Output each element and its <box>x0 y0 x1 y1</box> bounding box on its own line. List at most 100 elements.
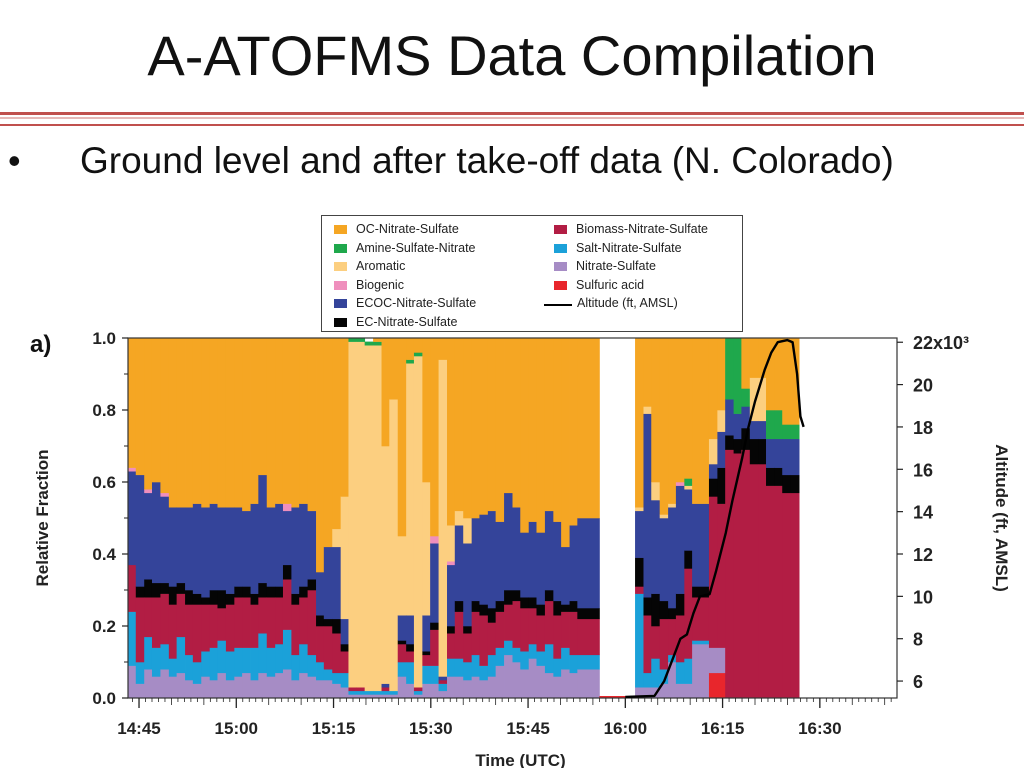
bar-segment-nitrate-sulfate <box>692 644 710 699</box>
bar-segment-oc-nitrate-sulfate <box>487 338 497 512</box>
y2-tick-label: 6 <box>913 672 923 692</box>
bar-segment-ecoc-nitrate-sulfate <box>471 518 480 602</box>
bar-segment-biomass-nitrate-sulfate <box>725 449 734 699</box>
bar-segment-oc-nitrate-sulfate <box>192 338 202 504</box>
bar-segment-ec-nitrate-sulfate <box>766 467 775 486</box>
bar-segment-biomass-nitrate-sulfate <box>495 611 505 648</box>
bar-segment-biomass-nitrate-sulfate <box>299 597 309 645</box>
bar-segment-aromatic <box>635 507 644 512</box>
bar-segment-salt-nitrate-sulfate <box>438 683 448 692</box>
y-tick-label: 0.2 <box>92 617 116 636</box>
y2-axis-label: Altitude (ft, AMSL) <box>992 444 1011 592</box>
bar-segment-ecoc-nitrate-sulfate <box>316 572 325 616</box>
bar-segment-nitrate-sulfate <box>168 676 178 699</box>
bar-segment-biomass-nitrate-sulfate <box>635 586 644 594</box>
bar-segment-oc-nitrate-sulfate <box>185 338 194 508</box>
bar-segment-nitrate-sulfate <box>348 694 358 699</box>
bar-segment-amine-sulfate-nitrate <box>373 341 382 346</box>
bar-segment-ecoc-nitrate-sulfate <box>151 482 161 584</box>
bar-segment-biomass-nitrate-sulfate <box>209 604 218 648</box>
bar-segment-biomass-nitrate-sulfate <box>569 611 578 656</box>
bar-segment-salt-nitrate-sulfate <box>356 690 366 695</box>
bar-segment-nitrate-sulfate <box>364 694 374 699</box>
bar-segment-nitrate-sulfate <box>463 680 473 699</box>
bar-segment-oc-nitrate-sulfate <box>447 338 456 526</box>
bar-segment-ec-nitrate-sulfate <box>323 618 333 627</box>
bar-segment-salt-nitrate-sulfate <box>364 690 374 695</box>
bar-segment-ecoc-nitrate-sulfate <box>454 525 464 602</box>
bar-segment-ecoc-nitrate-sulfate <box>479 514 489 605</box>
bar-segment-biomass-nitrate-sulfate <box>447 633 456 659</box>
bar-segment-ecoc-nitrate-sulfate <box>135 474 145 587</box>
bar-segment-biogenic <box>430 536 439 544</box>
bar-segment-ec-nitrate-sulfate <box>749 438 759 465</box>
bar-segment-ec-nitrate-sulfate <box>160 582 170 594</box>
bar-segment-oc-nitrate-sulfate <box>282 338 292 504</box>
chart-bars <box>128 338 897 699</box>
bar-segment-salt-nitrate-sulfate <box>299 644 309 674</box>
bar-segment-biomass-nitrate-sulfate <box>176 593 186 638</box>
bar-segment-biomass-nitrate-sulfate <box>790 492 800 699</box>
bar-segment-biomass-nitrate-sulfate <box>332 633 342 674</box>
bar-segment-biomass-nitrate-sulfate <box>234 597 243 648</box>
title-rule-thick <box>0 112 1024 115</box>
legend-label: Biomass-Nitrate-Sulfate <box>576 222 708 236</box>
bar-segment-salt-nitrate-sulfate <box>504 640 513 656</box>
y2-tick-label: 22x10³ <box>913 333 969 353</box>
bar-segment-amine-sulfate-nitrate <box>733 338 742 414</box>
legend-swatch <box>554 243 567 253</box>
bar-segment-aromatic <box>659 514 669 519</box>
bar-segment-salt-nitrate-sulfate <box>454 658 464 677</box>
bar-segment-biomass-nitrate-sulfate <box>659 618 669 670</box>
bar-segment-salt-nitrate-sulfate <box>275 644 284 674</box>
bar-segment-nitrate-sulfate <box>406 683 415 699</box>
bar-segment-salt-nitrate-sulfate <box>323 669 333 681</box>
bar-segment-nitrate-sulfate <box>422 683 431 699</box>
legend-swatch <box>334 225 347 234</box>
bar-segment-ecoc-nitrate-sulfate <box>512 507 521 591</box>
bar-segment-ec-nitrate-sulfate <box>250 593 259 605</box>
bar-segment-biomass-nitrate-sulfate <box>397 644 407 663</box>
bar-segment-ec-nitrate-sulfate <box>758 438 767 465</box>
bar-segment-ec-nitrate-sulfate <box>708 478 718 497</box>
bar-segment-ec-nitrate-sulfate <box>209 590 218 605</box>
bar-segment-oc-nitrate-sulfate <box>250 338 259 504</box>
bar-segment-ecoc-nitrate-sulfate <box>266 507 276 587</box>
bar-segment-ecoc-nitrate-sulfate <box>225 507 235 594</box>
bar-segment-oc-nitrate-sulfate <box>160 338 170 494</box>
bar-segment-salt-nitrate-sulfate <box>692 640 710 645</box>
bar-segment-salt-nitrate-sulfate <box>176 636 186 674</box>
bar-segment-amine-sulfate-nitrate <box>741 388 751 407</box>
bar-segment-ecoc-nitrate-sulfate <box>553 521 562 602</box>
bar-segment-biomass-nitrate-sulfate <box>291 604 300 656</box>
bar-segment-oc-nitrate-sulfate <box>438 338 448 360</box>
bar-segment-nitrate-sulfate <box>520 669 530 699</box>
bar-segment-ec-nitrate-sulfate <box>577 608 600 620</box>
bar-segment-oc-nitrate-sulfate <box>373 338 382 342</box>
bar-segment-nitrate-sulfate <box>323 680 333 699</box>
bar-segment-ec-nitrate-sulfate <box>495 600 505 612</box>
bar-segment-aromatic <box>373 345 382 692</box>
bar-segment-ec-nitrate-sulfate <box>447 626 456 634</box>
bar-segment-salt-nitrate-sulfate <box>217 640 227 674</box>
bar-segment-salt-nitrate-sulfate <box>479 665 489 681</box>
bar-segment-oc-nitrate-sulfate <box>659 338 669 515</box>
bar-segment-oc-nitrate-sulfate <box>413 338 423 353</box>
bar-segment-biomass-nitrate-sulfate <box>782 492 792 699</box>
bar-segment-ec-nitrate-sulfate <box>406 644 415 652</box>
bar-segment-nitrate-sulfate <box>536 665 546 699</box>
bar-segment-ec-nitrate-sulfate <box>536 604 546 616</box>
bar-segment-oc-nitrate-sulfate <box>635 338 644 508</box>
bar-segment-salt-nitrate-sulfate <box>151 647 161 677</box>
bar-segment-nitrate-sulfate <box>389 694 399 699</box>
bar-segment-nitrate-sulfate <box>487 676 497 699</box>
bar-segment-ec-nitrate-sulfate <box>790 474 800 494</box>
bar-segment-salt-nitrate-sulfate <box>413 690 423 695</box>
bar-segment-biomass-nitrate-sulfate <box>520 608 530 652</box>
bar-segment-biomass-nitrate-sulfate <box>422 654 431 666</box>
bar-segment-nitrate-sulfate <box>209 680 218 699</box>
bar-segment-ec-nitrate-sulfate <box>225 593 235 605</box>
bar-segment-ecoc-nitrate-sulfate <box>487 510 497 609</box>
bar-segment-biomass-nitrate-sulfate <box>323 626 333 670</box>
bar-segment-ec-nitrate-sulfate <box>217 590 227 609</box>
